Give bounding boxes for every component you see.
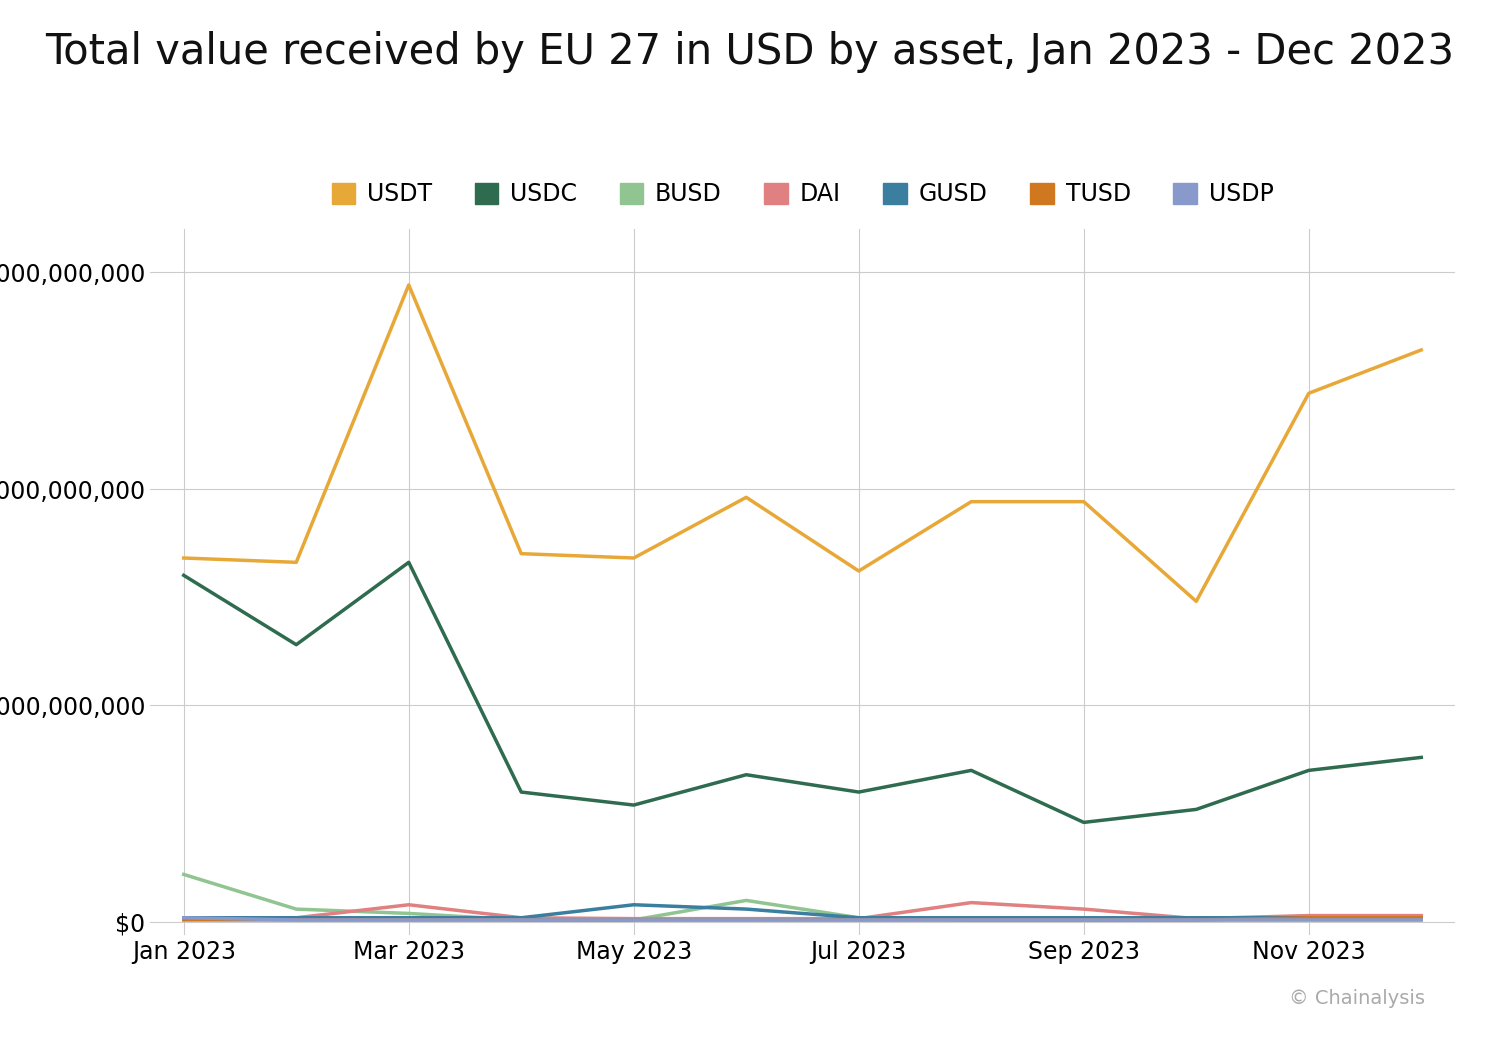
USDP (1412, 913, 1430, 926)
USDP (1299, 913, 1317, 926)
TUSD (1074, 913, 1092, 926)
DAI (512, 911, 531, 924)
TUSD (286, 913, 306, 926)
TUSD (736, 913, 754, 926)
DAI (849, 912, 867, 925)
DAI (174, 911, 192, 924)
GUSD (1188, 911, 1206, 924)
USDC (962, 764, 980, 776)
GUSD (962, 911, 980, 924)
USDC (174, 569, 192, 582)
USDT (624, 552, 642, 564)
USDT (174, 552, 192, 564)
USDT (736, 491, 754, 504)
USDC (512, 785, 531, 798)
USDC (736, 769, 754, 781)
DAI (1299, 909, 1317, 922)
TUSD (624, 913, 642, 926)
Line: GUSD: GUSD (183, 905, 1420, 917)
BUSD (399, 907, 417, 920)
BUSD (849, 911, 867, 924)
USDT (512, 548, 531, 560)
DAI (286, 911, 306, 924)
BUSD (1188, 913, 1206, 926)
DAI (1412, 909, 1430, 922)
TUSD (1188, 913, 1206, 926)
GUSD (286, 911, 306, 924)
GUSD (1299, 911, 1317, 924)
USDT (1412, 344, 1430, 356)
BUSD (962, 913, 980, 926)
DAI (962, 897, 980, 909)
GUSD (399, 911, 417, 924)
USDP (1074, 913, 1092, 926)
USDT (1299, 388, 1317, 400)
DAI (624, 912, 642, 925)
Line: USDC: USDC (183, 562, 1420, 823)
Text: © Chainalysis: © Chainalysis (1288, 989, 1425, 1008)
BUSD (174, 869, 192, 881)
GUSD (1074, 911, 1092, 924)
Line: USDT: USDT (183, 285, 1420, 602)
GUSD (624, 899, 642, 911)
BUSD (1299, 913, 1317, 926)
GUSD (1412, 911, 1430, 924)
Line: USDP: USDP (183, 917, 1420, 920)
BUSD (286, 903, 306, 915)
USDT (849, 565, 867, 578)
GUSD (174, 911, 192, 924)
BUSD (1412, 913, 1430, 926)
BUSD (624, 913, 642, 926)
BUSD (512, 913, 531, 926)
USDT (1074, 496, 1092, 508)
DAI (399, 899, 417, 911)
TUSD (849, 913, 867, 926)
Legend: USDT, USDC, BUSD, DAI, GUSD, TUSD, USDP: USDT, USDC, BUSD, DAI, GUSD, TUSD, USDP (322, 172, 1282, 216)
USDP (624, 913, 642, 926)
TUSD (1412, 911, 1430, 924)
USDP (849, 913, 867, 926)
USDC (399, 556, 417, 568)
GUSD (736, 903, 754, 915)
DAI (1188, 912, 1206, 925)
DAI (736, 912, 754, 925)
USDP (399, 913, 417, 926)
USDC (849, 785, 867, 798)
USDP (736, 913, 754, 926)
USDP (286, 913, 306, 926)
TUSD (962, 913, 980, 926)
USDT (962, 496, 980, 508)
Line: BUSD: BUSD (183, 875, 1420, 920)
USDC (1188, 803, 1206, 816)
Line: TUSD: TUSD (183, 917, 1420, 920)
USDC (1412, 751, 1430, 764)
USDP (962, 913, 980, 926)
TUSD (512, 913, 531, 926)
USDC (1074, 817, 1092, 829)
TUSD (1299, 911, 1317, 924)
USDC (286, 638, 306, 650)
USDT (286, 556, 306, 568)
USDP (174, 911, 192, 924)
USDC (624, 799, 642, 811)
Text: Total value received by EU 27 in USD by asset, Jan 2023 - Dec 2023: Total value received by EU 27 in USD by … (45, 31, 1455, 73)
USDC (1299, 764, 1317, 776)
GUSD (849, 911, 867, 924)
TUSD (174, 913, 192, 926)
GUSD (512, 911, 531, 924)
USDP (512, 913, 531, 926)
USDP (1188, 913, 1206, 926)
DAI (1074, 903, 1092, 915)
USDT (1188, 595, 1206, 608)
TUSD (399, 913, 417, 926)
Line: DAI: DAI (183, 903, 1420, 918)
USDT (399, 278, 417, 291)
BUSD (1074, 913, 1092, 926)
BUSD (736, 895, 754, 907)
